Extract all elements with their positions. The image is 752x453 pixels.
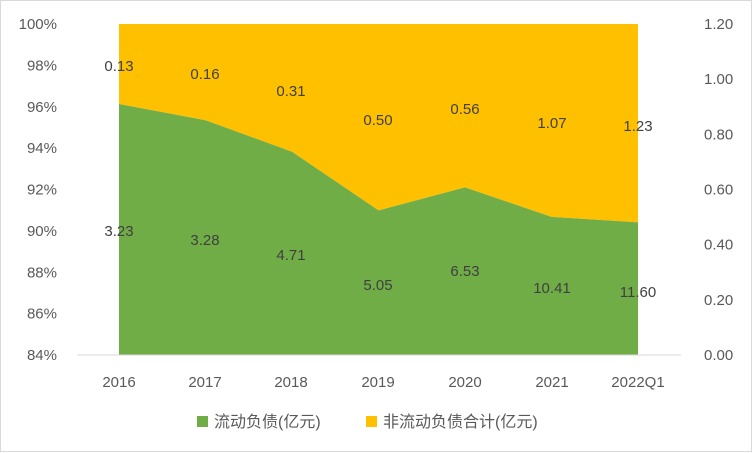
legend-swatch-noncurrent: [366, 416, 377, 427]
data-label-noncurrent: 0.16: [190, 66, 219, 83]
data-label-noncurrent: 1.23: [623, 118, 652, 135]
data-label-current: 11.60: [620, 284, 656, 301]
x-tick-label: 2018: [274, 374, 307, 391]
y2-tick-label: 0.20: [704, 292, 733, 309]
y-tick-label: 94%: [27, 140, 57, 157]
y-tick-label: 98%: [27, 57, 57, 74]
y-tick-label: 100%: [19, 16, 57, 33]
y-tick-label: 88%: [27, 264, 57, 281]
y-tick-label: 86%: [27, 306, 57, 323]
area-series-noncurrent-liabilities: [119, 24, 638, 223]
x-tick-label: 2016: [102, 374, 135, 391]
data-label-noncurrent: 0.50: [363, 112, 392, 129]
x-tick-label: 2017: [188, 374, 221, 391]
y2-tick-label: 1.00: [704, 71, 733, 88]
legend-label-current: 流动负债(亿元): [214, 413, 321, 431]
y2-tick-label: 0.40: [704, 237, 733, 254]
x-tick-label: 2019: [361, 374, 394, 391]
y2-tick-label: 1.20: [704, 16, 733, 33]
y-tick-label: 84%: [27, 347, 57, 364]
data-label-noncurrent: 1.07: [537, 115, 566, 132]
y2-tick-label: 0.80: [704, 126, 733, 143]
y-tick-label: 90%: [27, 223, 57, 240]
x-tick-label: 2022Q1: [611, 374, 664, 391]
y2-tick-label: 0.60: [704, 182, 733, 199]
y-tick-label: 92%: [27, 182, 57, 199]
data-label-noncurrent: 0.13: [104, 58, 133, 75]
data-label-current: 4.71: [276, 247, 305, 264]
data-label-current: 3.23: [104, 223, 133, 240]
x-tick-label: 2021: [535, 374, 568, 391]
y-tick-label: 96%: [27, 99, 57, 116]
data-label-current: 10.41: [533, 280, 571, 297]
data-label-current: 3.28: [190, 232, 219, 249]
legend-swatch-current: [197, 416, 208, 427]
y2-tick-label: 0.00: [704, 347, 733, 364]
legend-label-noncurrent: 非流动负债合计(亿元): [383, 413, 538, 431]
data-label-noncurrent: 0.56: [450, 101, 479, 118]
area-series-current-liabilities: [119, 104, 638, 355]
data-label-current: 5.05: [363, 277, 392, 294]
data-label-noncurrent: 0.31: [276, 83, 305, 100]
data-label-current: 6.53: [450, 263, 479, 280]
x-tick-label: 2020: [448, 374, 481, 391]
